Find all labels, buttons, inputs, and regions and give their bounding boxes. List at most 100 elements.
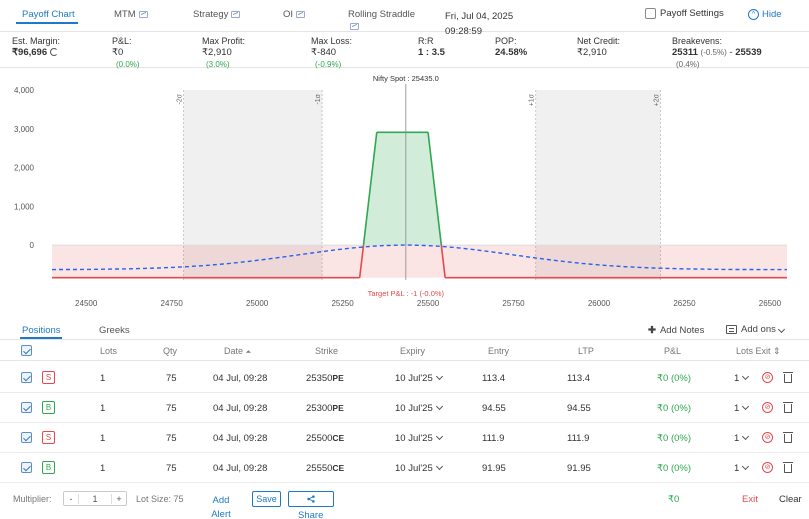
- header-date[interactable]: Date ⏶: [224, 346, 251, 357]
- cell-entry: 113.4: [482, 373, 506, 384]
- stat-label: Max Profit:: [202, 36, 246, 46]
- cell-strike: 25350: [306, 373, 333, 384]
- add-alert-link[interactable]: Add Alert: [211, 495, 231, 519]
- sigma-zone-left: [183, 90, 323, 280]
- exit-lots-select[interactable]: 1: [734, 402, 750, 414]
- table-row[interactable]: B 1 75 04 Jul, 09:28 25550CE 10 Jul'25 9…: [0, 453, 809, 483]
- add-notes-button[interactable]: ✚ Add Notes: [648, 325, 704, 336]
- expiry-select[interactable]: 10 Jul'25: [395, 402, 443, 414]
- breakevens-stat: Breakevens: 25311 (-0.5%) - 25539 (0.4%): [672, 35, 762, 71]
- header-lots: Lots: [100, 346, 118, 356]
- cell-entry: 91.95: [482, 463, 506, 474]
- cell-expiry: 10 Jul'25: [395, 433, 433, 444]
- sliders-icon: [726, 325, 737, 334]
- net-credit-stat: Net Credit: ₹2,910: [577, 35, 620, 59]
- chevron-up-icon: ^: [748, 9, 759, 20]
- expiry-select[interactable]: 10 Jul'25: [395, 432, 443, 444]
- row-checkbox[interactable]: [21, 432, 32, 443]
- chevron-down-icon: [435, 402, 443, 411]
- x-tick-label: 26250: [673, 299, 696, 308]
- buy-badge[interactable]: B: [42, 461, 55, 474]
- exit-position-icon[interactable]: ⊘: [762, 462, 773, 473]
- tab-positions[interactable]: Positions: [22, 325, 61, 336]
- exit-lots-select[interactable]: 1: [734, 372, 750, 384]
- strategy-stats: Est. Margin: ₹96,696 P&L: ₹0 (0.0%) Max …: [0, 32, 809, 71]
- x-tick-label: 26500: [759, 299, 782, 308]
- add-ons-button[interactable]: Add ons: [726, 324, 785, 335]
- y-tick-label: 4,000: [14, 86, 35, 95]
- table-row[interactable]: S 1 75 04 Jul, 09:28 25500CE 10 Jul'25 1…: [0, 423, 809, 453]
- header-qty: Qty: [163, 346, 178, 356]
- datetime: Fri, Jul 04, 2025 09:28:59: [445, 9, 513, 39]
- row-checkbox[interactable]: [21, 462, 32, 473]
- multiplier-stepper[interactable]: - 1 +: [63, 491, 127, 506]
- payoff-line: [427, 132, 443, 246]
- option-type: PE: [332, 373, 344, 383]
- multiplier-value[interactable]: 1: [78, 493, 112, 504]
- select-all-checkbox[interactable]: [21, 345, 32, 356]
- chart-icon: [231, 10, 241, 18]
- table-row[interactable]: S 1 75 04 Jul, 09:28 25350PE 10 Jul'25 1…: [0, 363, 809, 393]
- chevron-down-icon: [777, 325, 785, 334]
- chart-icon: [138, 10, 148, 18]
- row-checkbox[interactable]: [21, 402, 32, 413]
- x-tick-label: 25250: [331, 299, 354, 308]
- exit-lots-value: 1: [734, 433, 740, 444]
- exit-position-icon[interactable]: ⊘: [762, 402, 773, 413]
- tab-greeks[interactable]: Greeks: [99, 325, 130, 336]
- row-checkbox[interactable]: [21, 372, 32, 383]
- increment-button[interactable]: +: [116, 493, 122, 504]
- clear-button[interactable]: Clear: [779, 494, 802, 505]
- positions-table-header: Lots Qty Date ⏶ Strike Expiry Entry LTP …: [0, 341, 809, 361]
- exit-lots-value: 1: [734, 373, 740, 384]
- exit-all-button[interactable]: Exit: [742, 494, 758, 505]
- tab-payoff-chart[interactable]: Payoff Chart: [22, 9, 75, 20]
- expiry-select[interactable]: 10 Jul'25: [395, 372, 443, 384]
- stat-label: P&L:: [112, 36, 132, 46]
- top-tab-bar: Payoff Chart MTM Strategy OI Rolling Str…: [0, 0, 809, 37]
- refresh-icon[interactable]: [50, 48, 59, 56]
- payoff-settings-toggle[interactable]: Payoff Settings: [645, 8, 724, 19]
- stat-label: Breakevens:: [672, 36, 723, 46]
- expiry-select[interactable]: 10 Jul'25: [395, 462, 443, 474]
- chevron-down-icon: [435, 462, 443, 471]
- max-profit-stat: Max Profit: ₹2,910 (3.0%): [202, 35, 245, 71]
- chevron-down-icon: [742, 402, 750, 411]
- payoff-settings-checkbox[interactable]: [645, 8, 656, 19]
- trash-icon[interactable]: [783, 462, 793, 473]
- y-tick-label: 3,000: [14, 125, 35, 134]
- time-text: 09:28:59: [445, 26, 482, 37]
- stat-value: ₹2,910: [577, 47, 607, 58]
- tab-mtm[interactable]: MTM: [114, 9, 148, 20]
- cell-pnl: ₹0 (0%): [657, 463, 692, 474]
- cell-lots: 1: [100, 403, 106, 414]
- cell-lots: 1: [100, 373, 106, 384]
- sell-badge[interactable]: S: [42, 371, 55, 384]
- decrement-button[interactable]: -: [69, 493, 73, 504]
- hide-button[interactable]: ^ Hide: [748, 9, 782, 20]
- cell-qty: 75: [166, 403, 177, 414]
- table-row[interactable]: B 1 75 04 Jul, 09:28 25300PE 10 Jul'25 9…: [0, 393, 809, 423]
- tab-oi[interactable]: OI: [283, 9, 306, 20]
- breakeven-separator: -: [729, 47, 733, 58]
- sigma-label: -2σ: [177, 93, 184, 104]
- exit-position-icon[interactable]: ⊘: [762, 372, 773, 383]
- buy-badge[interactable]: B: [42, 401, 55, 414]
- save-button[interactable]: Save: [252, 491, 281, 507]
- trash-icon[interactable]: [783, 372, 793, 383]
- tab-strategy[interactable]: Strategy: [193, 9, 241, 20]
- exit-lots-value: 1: [734, 463, 740, 474]
- exit-position-icon[interactable]: ⊘: [762, 432, 773, 443]
- sell-badge[interactable]: S: [42, 431, 55, 444]
- positions-tab-bar: Positions Greeks ✚ Add Notes Add ons: [0, 320, 809, 340]
- exit-lots-select[interactable]: 1: [734, 462, 750, 474]
- exit-lots-select[interactable]: 1: [734, 432, 750, 444]
- tab-label: Rolling Straddle: [348, 9, 416, 20]
- share-button[interactable]: [288, 491, 334, 507]
- y-tick-label: 0: [30, 241, 35, 250]
- trash-icon[interactable]: [783, 432, 793, 443]
- max-loss-stat: Max Loss: ₹-840 (-0.9%): [311, 35, 352, 71]
- trash-icon[interactable]: [783, 402, 793, 413]
- tab-rolling-straddle[interactable]: Rolling Straddle: [348, 9, 415, 31]
- cell-lots: 1: [100, 463, 106, 474]
